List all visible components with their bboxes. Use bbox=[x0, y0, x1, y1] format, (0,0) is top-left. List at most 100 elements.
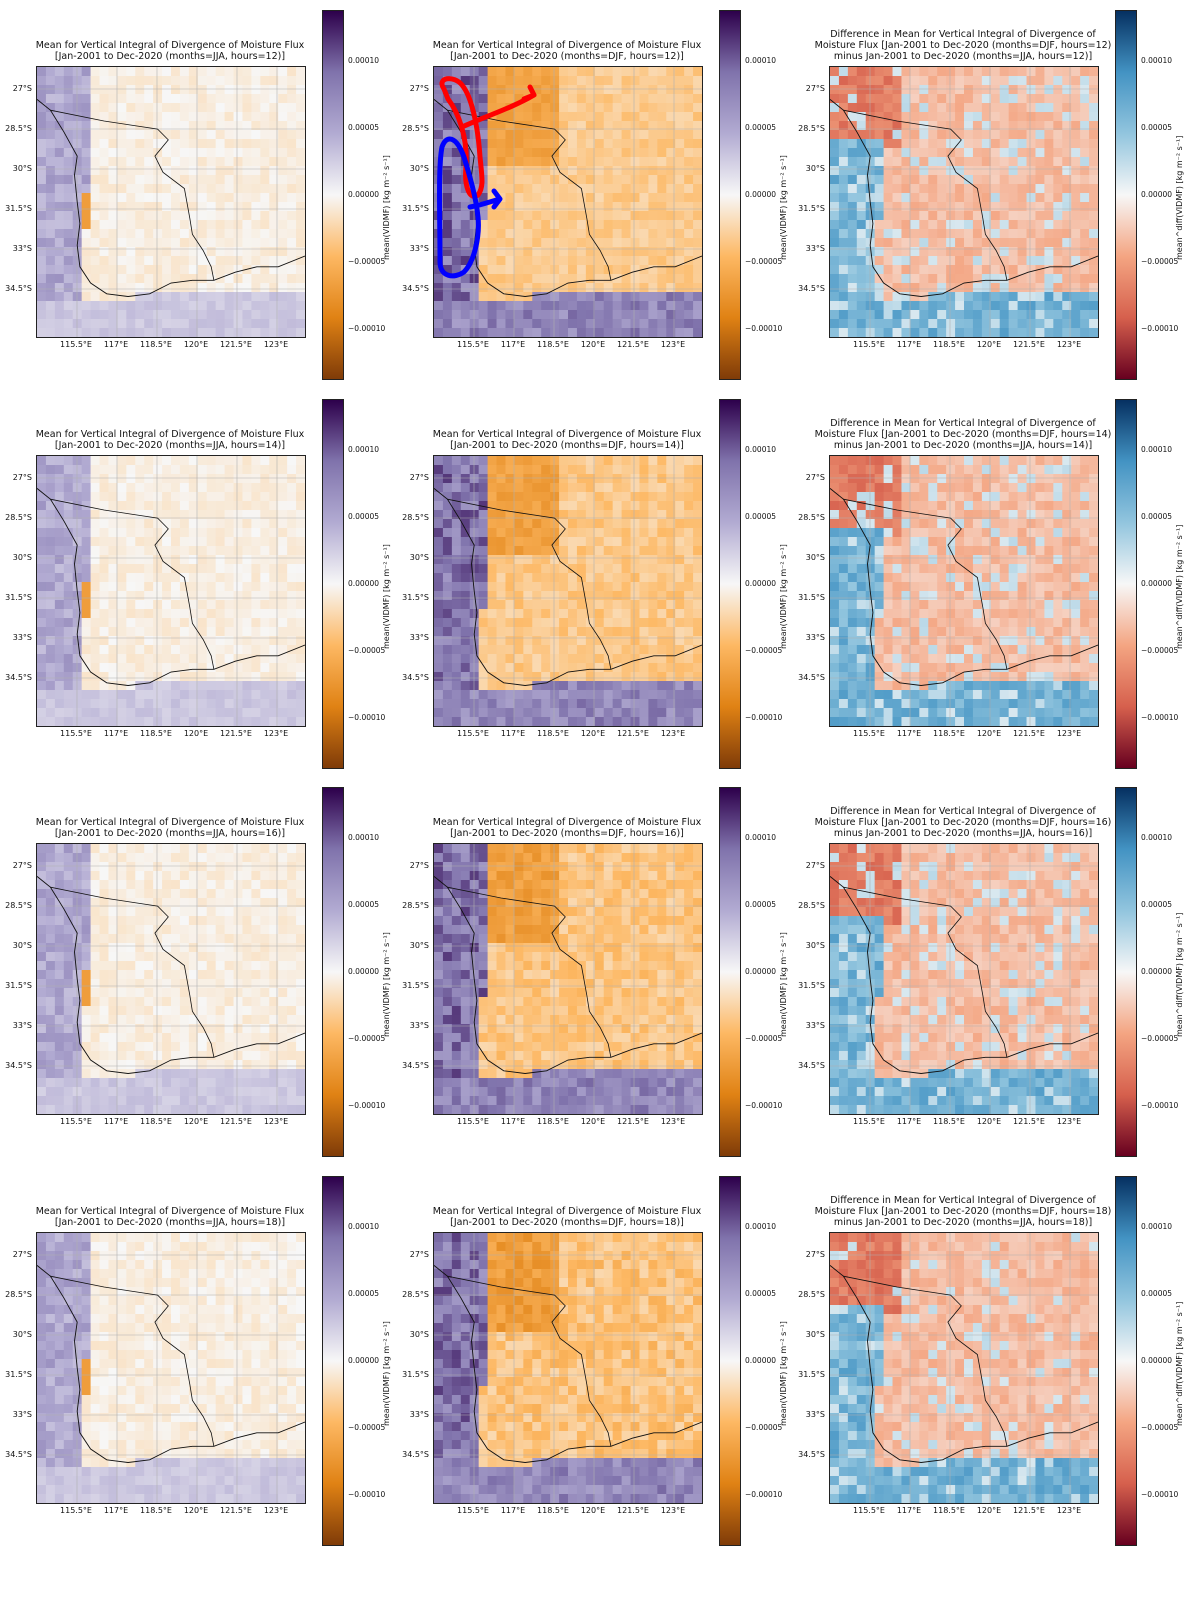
grid-cell bbox=[153, 166, 163, 176]
grid-cell bbox=[603, 319, 614, 329]
grid-cell bbox=[1044, 121, 1054, 131]
colorbar-tick-label: 0.00010 bbox=[348, 445, 380, 454]
grid-cell bbox=[451, 265, 462, 275]
grid-cell bbox=[99, 663, 109, 673]
grid-cell bbox=[251, 328, 261, 337]
grid-cell bbox=[496, 465, 506, 475]
grid-cell bbox=[242, 492, 252, 502]
grid-cell bbox=[54, 492, 65, 502]
grid-cell bbox=[964, 76, 974, 86]
grid-cell bbox=[469, 85, 480, 95]
grid-cell bbox=[621, 229, 632, 239]
grid-cell bbox=[1071, 247, 1081, 257]
grid-cell bbox=[901, 229, 911, 239]
coastline bbox=[37, 99, 305, 297]
grid-cell bbox=[990, 220, 1001, 230]
grid-cell bbox=[981, 211, 992, 221]
latitude-tick-label: 30°S bbox=[409, 164, 429, 173]
grid-cell bbox=[37, 76, 47, 86]
grid-cell bbox=[434, 501, 444, 511]
grid-cell bbox=[892, 121, 902, 131]
grid-cell bbox=[478, 193, 489, 203]
grid-cell bbox=[99, 103, 109, 113]
grid-cell bbox=[847, 94, 858, 104]
grid-cell bbox=[72, 465, 83, 475]
grid-cell bbox=[532, 519, 542, 529]
grid-cell bbox=[928, 483, 938, 493]
grid-cell bbox=[242, 600, 252, 610]
grid-cell bbox=[675, 546, 685, 556]
grid-cell bbox=[693, 94, 702, 104]
grid-cell bbox=[684, 220, 694, 230]
grid-cell bbox=[1080, 166, 1090, 176]
grid-cell bbox=[964, 256, 974, 266]
grid-cell bbox=[1089, 67, 1098, 77]
grid-cell bbox=[487, 591, 498, 601]
grid-cell bbox=[972, 112, 983, 122]
grid-cell bbox=[179, 157, 190, 167]
grid-cell bbox=[505, 121, 515, 131]
grid-cell bbox=[117, 256, 127, 266]
grid-cell bbox=[260, 67, 270, 77]
grid-cell bbox=[684, 483, 694, 493]
grid-cell bbox=[37, 166, 47, 176]
grid-cell bbox=[594, 274, 605, 284]
grid-cell bbox=[188, 256, 199, 266]
grid-cell bbox=[108, 85, 118, 95]
grid-cell bbox=[603, 166, 614, 176]
grid-cell bbox=[469, 564, 480, 574]
grid-cell bbox=[865, 229, 876, 239]
grid-cell bbox=[469, 681, 480, 691]
grid-cell bbox=[657, 636, 667, 646]
grid-cell bbox=[1071, 265, 1081, 275]
grid-cell bbox=[54, 94, 65, 104]
grid-cell bbox=[892, 193, 902, 203]
grid-cell bbox=[865, 474, 876, 484]
grid-cell bbox=[179, 510, 190, 520]
grid-cell bbox=[576, 564, 587, 574]
grid-cell bbox=[296, 310, 305, 320]
grid-cell bbox=[188, 492, 199, 502]
colorbar-tick-label: −0.00005 bbox=[348, 646, 386, 655]
grid-cell bbox=[54, 708, 65, 718]
grid-cell bbox=[224, 663, 235, 673]
grid-cell bbox=[550, 310, 560, 320]
grid-cell bbox=[541, 681, 551, 691]
grid-cell bbox=[1089, 247, 1098, 257]
grid-cell bbox=[639, 94, 649, 104]
grid-cell bbox=[1089, 310, 1098, 320]
grid-cell bbox=[478, 130, 489, 140]
grid-cell bbox=[162, 699, 172, 709]
grid-cell bbox=[296, 256, 305, 266]
grid-cell bbox=[955, 519, 965, 529]
grid-cell bbox=[1089, 456, 1098, 466]
grid-cell bbox=[451, 636, 462, 646]
grid-cell bbox=[874, 510, 885, 520]
grid-cell bbox=[559, 456, 569, 466]
latitude-tick-label: 34.5°S bbox=[402, 673, 429, 682]
grid-cell bbox=[179, 465, 190, 475]
grid-cell bbox=[559, 672, 569, 682]
grid-cell bbox=[144, 600, 154, 610]
grid-cell bbox=[460, 310, 471, 320]
grid-cell bbox=[838, 483, 849, 493]
grid-cell bbox=[487, 483, 498, 493]
grid-cell bbox=[251, 519, 261, 529]
grid-cell bbox=[1089, 510, 1098, 520]
grid-cell bbox=[981, 247, 992, 257]
grid-cell bbox=[296, 600, 305, 610]
grid-cell bbox=[559, 618, 569, 628]
colorbar-tick-label: 0.00005 bbox=[348, 512, 380, 521]
grid-cell bbox=[45, 301, 56, 311]
grid-cell bbox=[919, 456, 929, 466]
grid-cell bbox=[910, 510, 920, 520]
grid-cell bbox=[532, 85, 542, 95]
grid-cell bbox=[117, 274, 127, 284]
grid-cell bbox=[684, 528, 694, 538]
grid-cell bbox=[135, 238, 145, 248]
grid-cell bbox=[1008, 229, 1019, 239]
grid-cell bbox=[153, 618, 163, 628]
grid-cell bbox=[666, 67, 676, 77]
grid-cell bbox=[901, 139, 911, 149]
grid-cell bbox=[838, 211, 849, 221]
